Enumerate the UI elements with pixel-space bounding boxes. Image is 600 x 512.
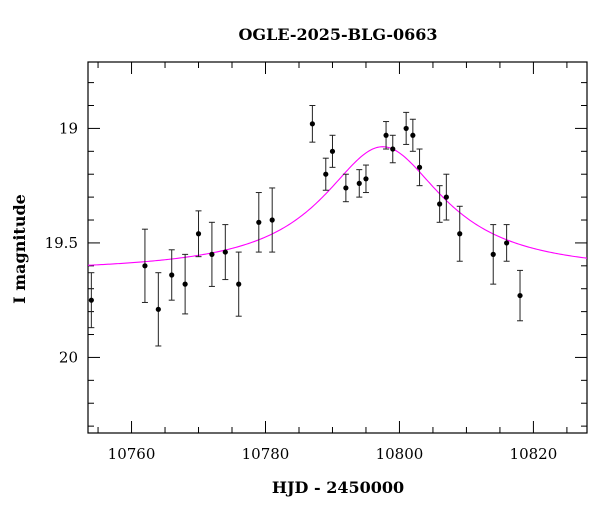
point-marker <box>457 231 463 237</box>
data-point <box>342 173 349 203</box>
point-marker <box>182 281 188 287</box>
point-marker <box>236 281 242 287</box>
point-marker <box>416 164 423 170</box>
data-point <box>517 269 524 322</box>
x-axis-label: HJD - 2450000 <box>272 478 404 497</box>
data-point <box>389 134 396 164</box>
y-axis-label: I magnitude <box>10 194 29 304</box>
data-point <box>309 105 316 143</box>
plot-frame <box>87 61 588 434</box>
point-marker <box>142 263 148 269</box>
x-tick-label: 10760 <box>108 445 156 463</box>
point-marker <box>155 306 161 312</box>
point-marker <box>195 231 202 237</box>
data-point <box>356 169 363 198</box>
data-point <box>416 148 423 187</box>
data-point <box>436 185 443 223</box>
data-point <box>235 251 242 317</box>
data-point <box>195 210 202 258</box>
data-point <box>322 157 329 191</box>
data-point <box>329 134 336 168</box>
x-tick-label: 10800 <box>376 445 424 463</box>
point-marker <box>329 148 336 154</box>
y-tick-label: 19.5 <box>45 234 78 252</box>
data-point <box>222 224 229 281</box>
point-marker <box>222 249 228 255</box>
data-point <box>456 205 463 262</box>
y-tick-label: 19 <box>59 119 78 137</box>
data-point <box>155 272 162 347</box>
point-marker <box>209 251 215 257</box>
point-marker <box>169 272 175 278</box>
model-curve <box>87 146 588 266</box>
data-points-layer <box>88 105 524 347</box>
data-point <box>490 224 497 285</box>
data-point <box>88 272 95 329</box>
point-marker <box>390 146 396 152</box>
point-marker <box>269 217 275 223</box>
data-point <box>269 187 276 253</box>
data-point <box>443 173 450 221</box>
point-marker <box>517 292 523 299</box>
data-point <box>403 111 410 145</box>
data-point <box>208 221 215 287</box>
point-marker <box>363 176 369 182</box>
data-point <box>255 192 262 253</box>
data-point <box>409 118 416 152</box>
data-point <box>182 253 189 315</box>
data-point <box>383 121 390 150</box>
data-point <box>362 164 369 194</box>
point-marker <box>356 180 362 186</box>
y-axis-ticks: 19 19.5 20 <box>45 82 587 427</box>
point-marker <box>343 185 349 191</box>
point-marker <box>323 171 329 177</box>
point-marker <box>410 132 416 138</box>
point-marker <box>403 125 409 132</box>
y-tick-label: 20 <box>59 348 78 366</box>
plot-border <box>87 61 588 434</box>
chart-title: OGLE-2025-BLG-0663 <box>238 25 437 44</box>
point-marker <box>504 240 510 246</box>
x-axis-ticks: 10760 10780 10800 10820 <box>97 62 568 463</box>
point-marker <box>490 251 496 257</box>
point-marker <box>437 201 443 207</box>
point-marker <box>443 194 449 200</box>
point-marker <box>256 219 262 225</box>
data-point <box>141 228 148 303</box>
point-marker <box>309 121 315 127</box>
point-marker <box>88 297 94 303</box>
x-tick-label: 10820 <box>510 445 558 463</box>
x-tick-label: 10780 <box>242 445 290 463</box>
data-point <box>503 224 510 262</box>
point-marker <box>383 132 389 138</box>
data-point <box>168 249 175 301</box>
model-layer <box>87 146 588 266</box>
